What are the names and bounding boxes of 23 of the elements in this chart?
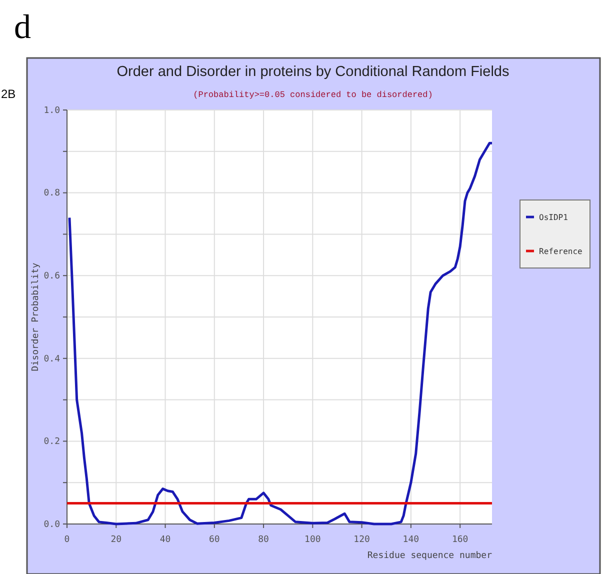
legend-label: Reference xyxy=(539,247,583,256)
text: 2B xyxy=(1,87,16,101)
y-tick-label: 1.0 xyxy=(44,106,60,116)
y-tick-label: 0.4 xyxy=(44,354,60,364)
x-tick-label: 160 xyxy=(452,534,468,545)
chart-subtitle: (Probability>=0.05 considered to be disordered) xyxy=(193,90,433,100)
y-tick-label: 0.2 xyxy=(44,437,60,448)
x-tick-label: 40 xyxy=(160,534,171,545)
y-tick-label: 0.6 xyxy=(44,271,60,282)
text: d xyxy=(14,9,31,46)
y-axis-title: Disorder Probability xyxy=(31,262,41,372)
x-axis-title: Residue sequence number xyxy=(367,551,493,561)
y-tick-label: 0.0 xyxy=(44,520,60,530)
x-tick-label: 20 xyxy=(110,534,122,545)
x-tick-label: 100 xyxy=(304,534,321,545)
chart-title: Order and Disorder in proteins by Conditional Random Fields xyxy=(116,64,510,80)
y-tick-label: 0.8 xyxy=(44,188,60,199)
x-tick-label: 120 xyxy=(354,534,370,545)
x-tick-label: 0 xyxy=(64,534,70,545)
legend-label: OsIDP1 xyxy=(539,213,568,222)
x-tick-label: 140 xyxy=(402,534,420,545)
x-tick-label: 60 xyxy=(208,534,220,545)
x-tick-label: 80 xyxy=(258,534,269,545)
